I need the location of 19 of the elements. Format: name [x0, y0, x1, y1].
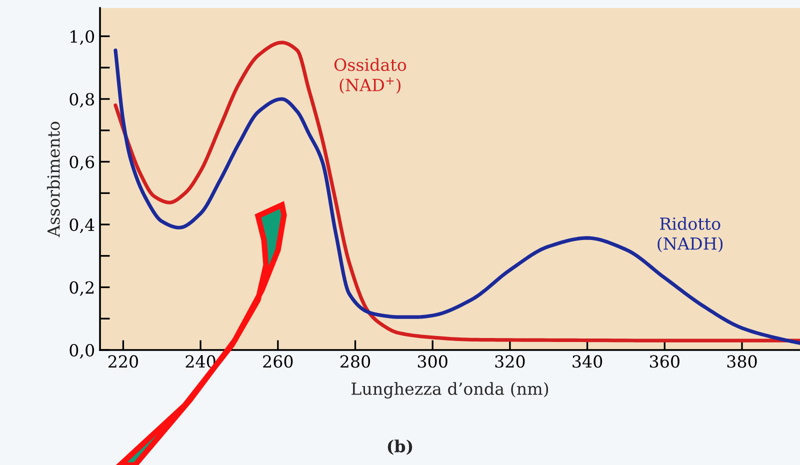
x-tick-label: 280 — [340, 355, 370, 368]
y-tick-label: 0,8 — [70, 92, 94, 108]
x-tick-label: 320 — [495, 355, 525, 368]
x-tick-label: 380 — [727, 355, 757, 368]
series-label: Ridotto (NADH) — [658, 217, 723, 252]
y-tick-label: 0,6 — [70, 156, 94, 170]
y-axis-title: Assorbimento — [46, 122, 60, 238]
series-label: Ossidato (NAD$^{+}$) — [334, 58, 406, 94]
x-tick-label: 260 — [263, 355, 293, 368]
text: (b) — [388, 440, 412, 455]
x-tick-label: 300 — [418, 355, 448, 368]
y-tick-label: 0,2 — [70, 281, 94, 296]
x-axis-title: Lunghezza d’onda (nm) — [352, 382, 548, 398]
x-tick-label: 340 — [572, 355, 602, 368]
y-tick-label: 0,0 — [70, 344, 94, 359]
y-tick-label: 0,4 — [70, 218, 94, 234]
x-tick-label: 220 — [108, 355, 138, 368]
x-tick-label: 360 — [650, 355, 680, 368]
y-tick-label: 1,0 — [70, 30, 94, 45]
